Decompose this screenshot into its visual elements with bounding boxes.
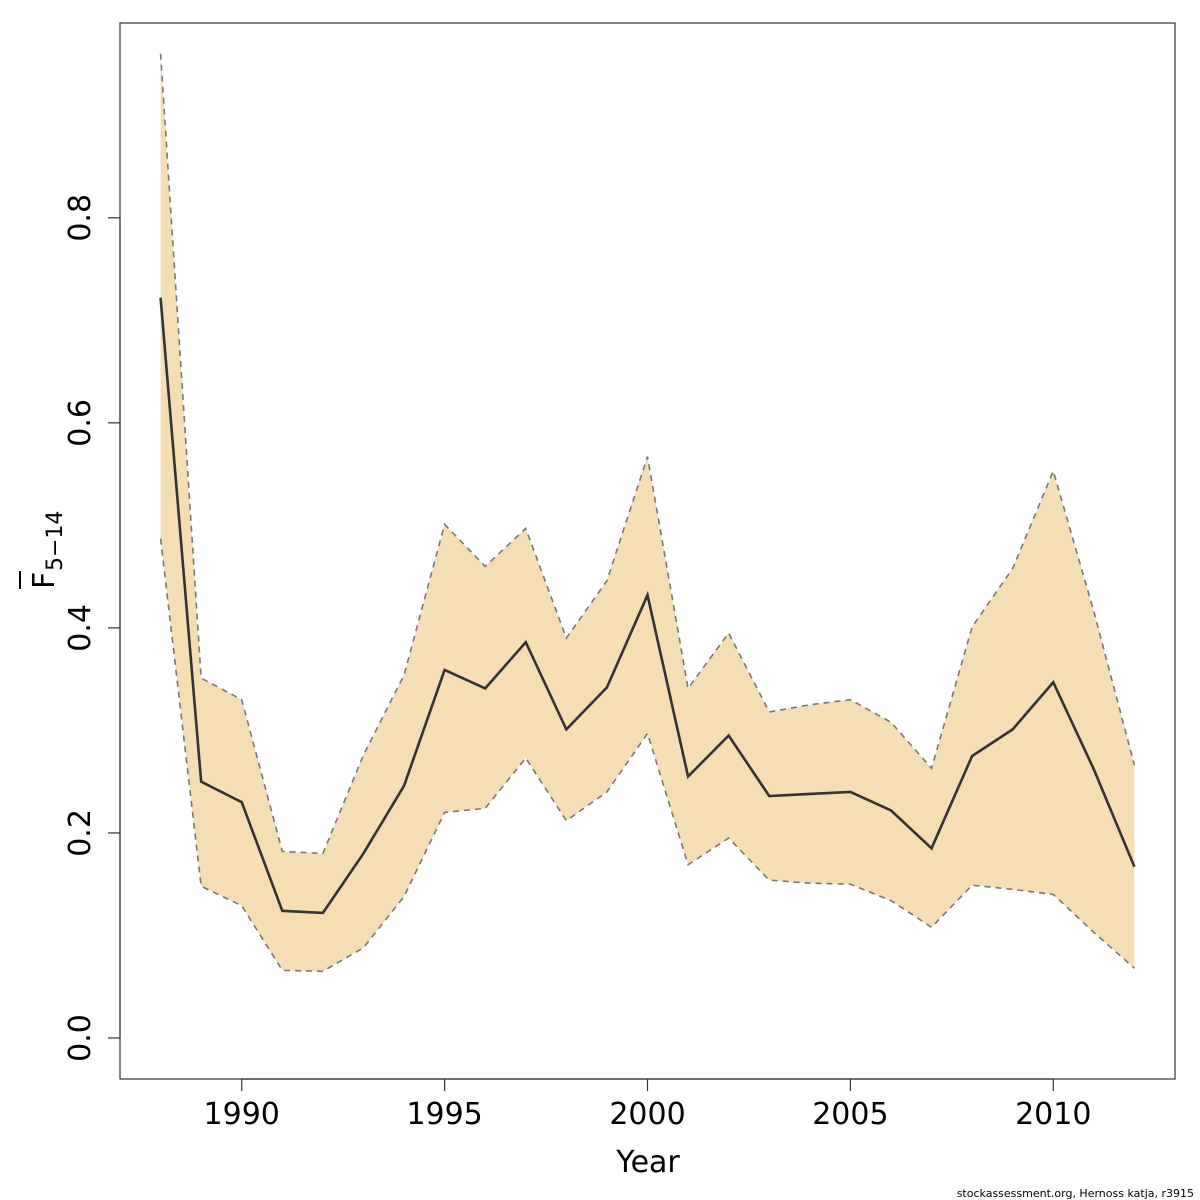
confidence-band-upper-edge — [159, 53, 1136, 855]
y-axis-tick-label: 0.6 — [63, 399, 98, 447]
credit-text: stockassessment.org, Hernoss katja, r391… — [957, 1187, 1194, 1200]
y-axis: 0.0 0.2 0.4 0.6 0.8 — [63, 194, 121, 1062]
confidence-band-area — [160, 53, 1135, 972]
y-axis-title-main: F — [27, 572, 62, 589]
confidence-band-lower-edge — [159, 538, 1135, 973]
y-axis-tick-label: 0.2 — [63, 809, 98, 857]
y-axis-title: F 5−14 — [19, 511, 68, 589]
y-axis-tick-label: 0.4 — [63, 604, 98, 652]
x-axis-tick-label: 1995 — [406, 1097, 482, 1132]
confidence-band-layer — [159, 53, 1136, 973]
x-axis-tick-label: 1990 — [204, 1097, 280, 1132]
x-axis-tick-label: 2010 — [1015, 1097, 1091, 1132]
y-axis-tick-label: 0.0 — [63, 1014, 98, 1062]
y-axis-title-subscript: 5−14 — [43, 511, 68, 571]
x-axis-tick-label: 2005 — [812, 1097, 888, 1132]
estimate-line-layer — [159, 297, 1136, 915]
x-axis: 1990 1995 2000 2005 2010 — [204, 1078, 1091, 1132]
x-axis-tick-label: 2000 — [609, 1097, 685, 1132]
x-axis-title: Year — [615, 1145, 680, 1180]
estimate-series-line — [159, 297, 1136, 915]
y-axis-tick-label: 0.8 — [63, 194, 98, 242]
